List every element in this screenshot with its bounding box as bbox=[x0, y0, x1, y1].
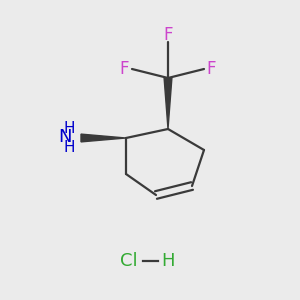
Text: H: H bbox=[63, 122, 75, 136]
Text: F: F bbox=[120, 60, 129, 78]
Text: H: H bbox=[161, 252, 175, 270]
Text: Cl: Cl bbox=[120, 252, 138, 270]
Text: F: F bbox=[207, 60, 216, 78]
Text: F: F bbox=[163, 26, 173, 44]
Polygon shape bbox=[164, 78, 172, 129]
Text: N: N bbox=[58, 128, 71, 146]
Polygon shape bbox=[81, 134, 126, 142]
Text: H: H bbox=[63, 140, 75, 154]
